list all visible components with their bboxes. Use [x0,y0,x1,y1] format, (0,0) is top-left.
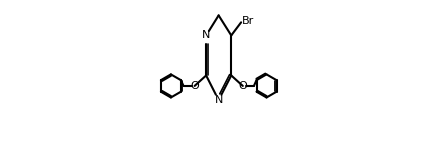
Text: N: N [202,30,210,40]
Text: Br: Br [243,16,254,26]
Text: O: O [238,81,247,91]
Text: O: O [190,81,199,91]
Text: N: N [215,95,223,105]
